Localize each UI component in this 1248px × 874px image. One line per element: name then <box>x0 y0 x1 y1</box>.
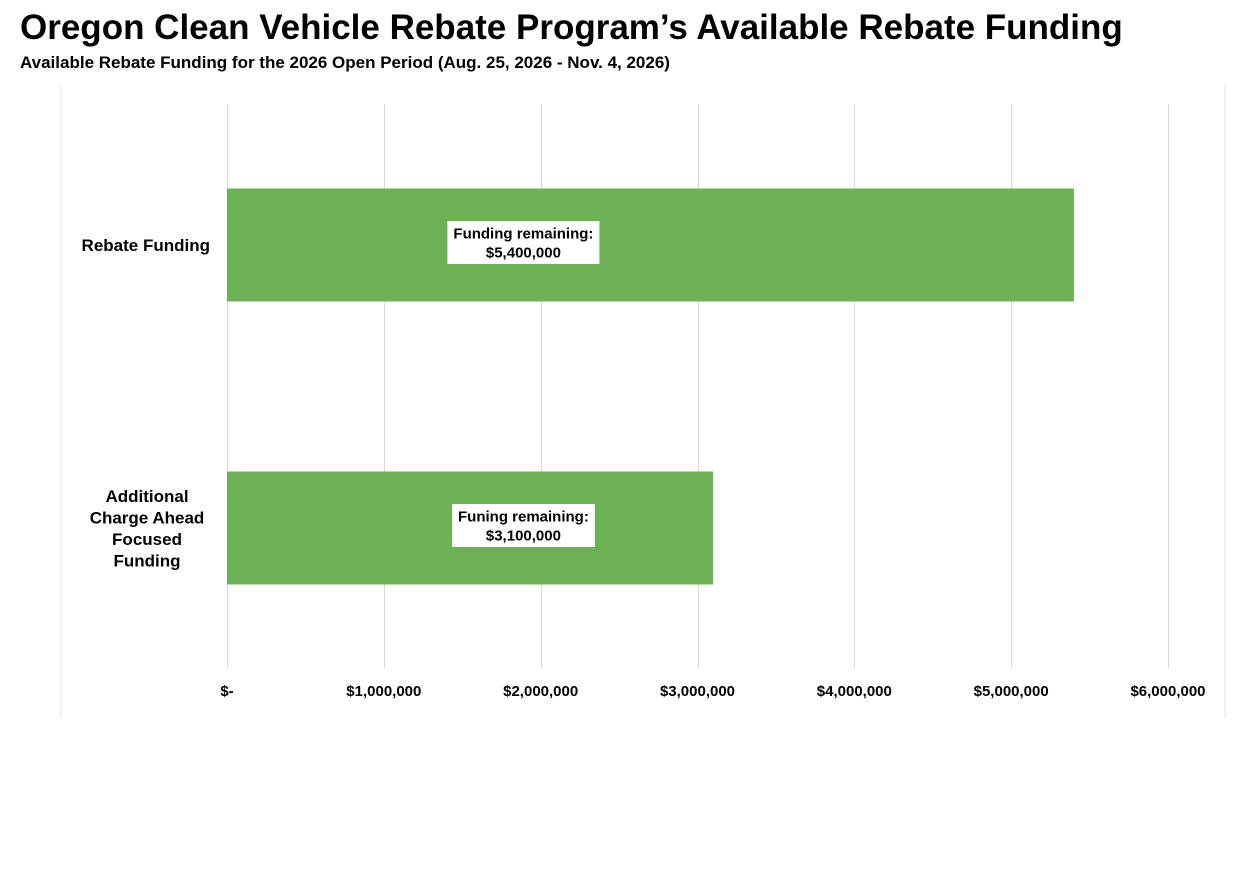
x-tick-label: $1,000,000 <box>346 683 421 700</box>
x-tick-label: $5,000,000 <box>974 683 1049 700</box>
category-label: Funding <box>113 551 180 570</box>
data-label: Funding remaining: $5,400,000 <box>447 221 600 264</box>
x-tick-label: $4,000,000 <box>817 683 892 700</box>
data-label-text: Funing remaining: <box>458 509 589 526</box>
data-label-text: $5,400,000 <box>486 245 561 262</box>
category-label: Additional <box>105 487 188 506</box>
category-label: Charge Ahead <box>90 508 205 527</box>
data-label: Funing remaining: $3,100,000 <box>452 504 595 547</box>
category-label: Rebate Funding <box>82 236 210 255</box>
x-tick-label: $2,000,000 <box>503 683 578 700</box>
x-tick-label: $3,000,000 <box>660 683 735 700</box>
bar <box>227 188 1074 302</box>
chart-title: Oregon Clean Vehicle Rebate Program’s Av… <box>20 8 1123 47</box>
data-label-text: Funding remaining: <box>453 226 593 243</box>
data-label-text: $3,100,000 <box>486 528 561 545</box>
x-tick-label: $- <box>220 683 233 700</box>
chart-subtitle: Available Rebate Funding for the 2026 Op… <box>20 53 670 72</box>
data-label-box <box>447 221 600 264</box>
data-label-box <box>452 504 595 547</box>
x-tick-label: $6,000,000 <box>1130 683 1205 700</box>
category-label: Focused <box>112 530 182 549</box>
